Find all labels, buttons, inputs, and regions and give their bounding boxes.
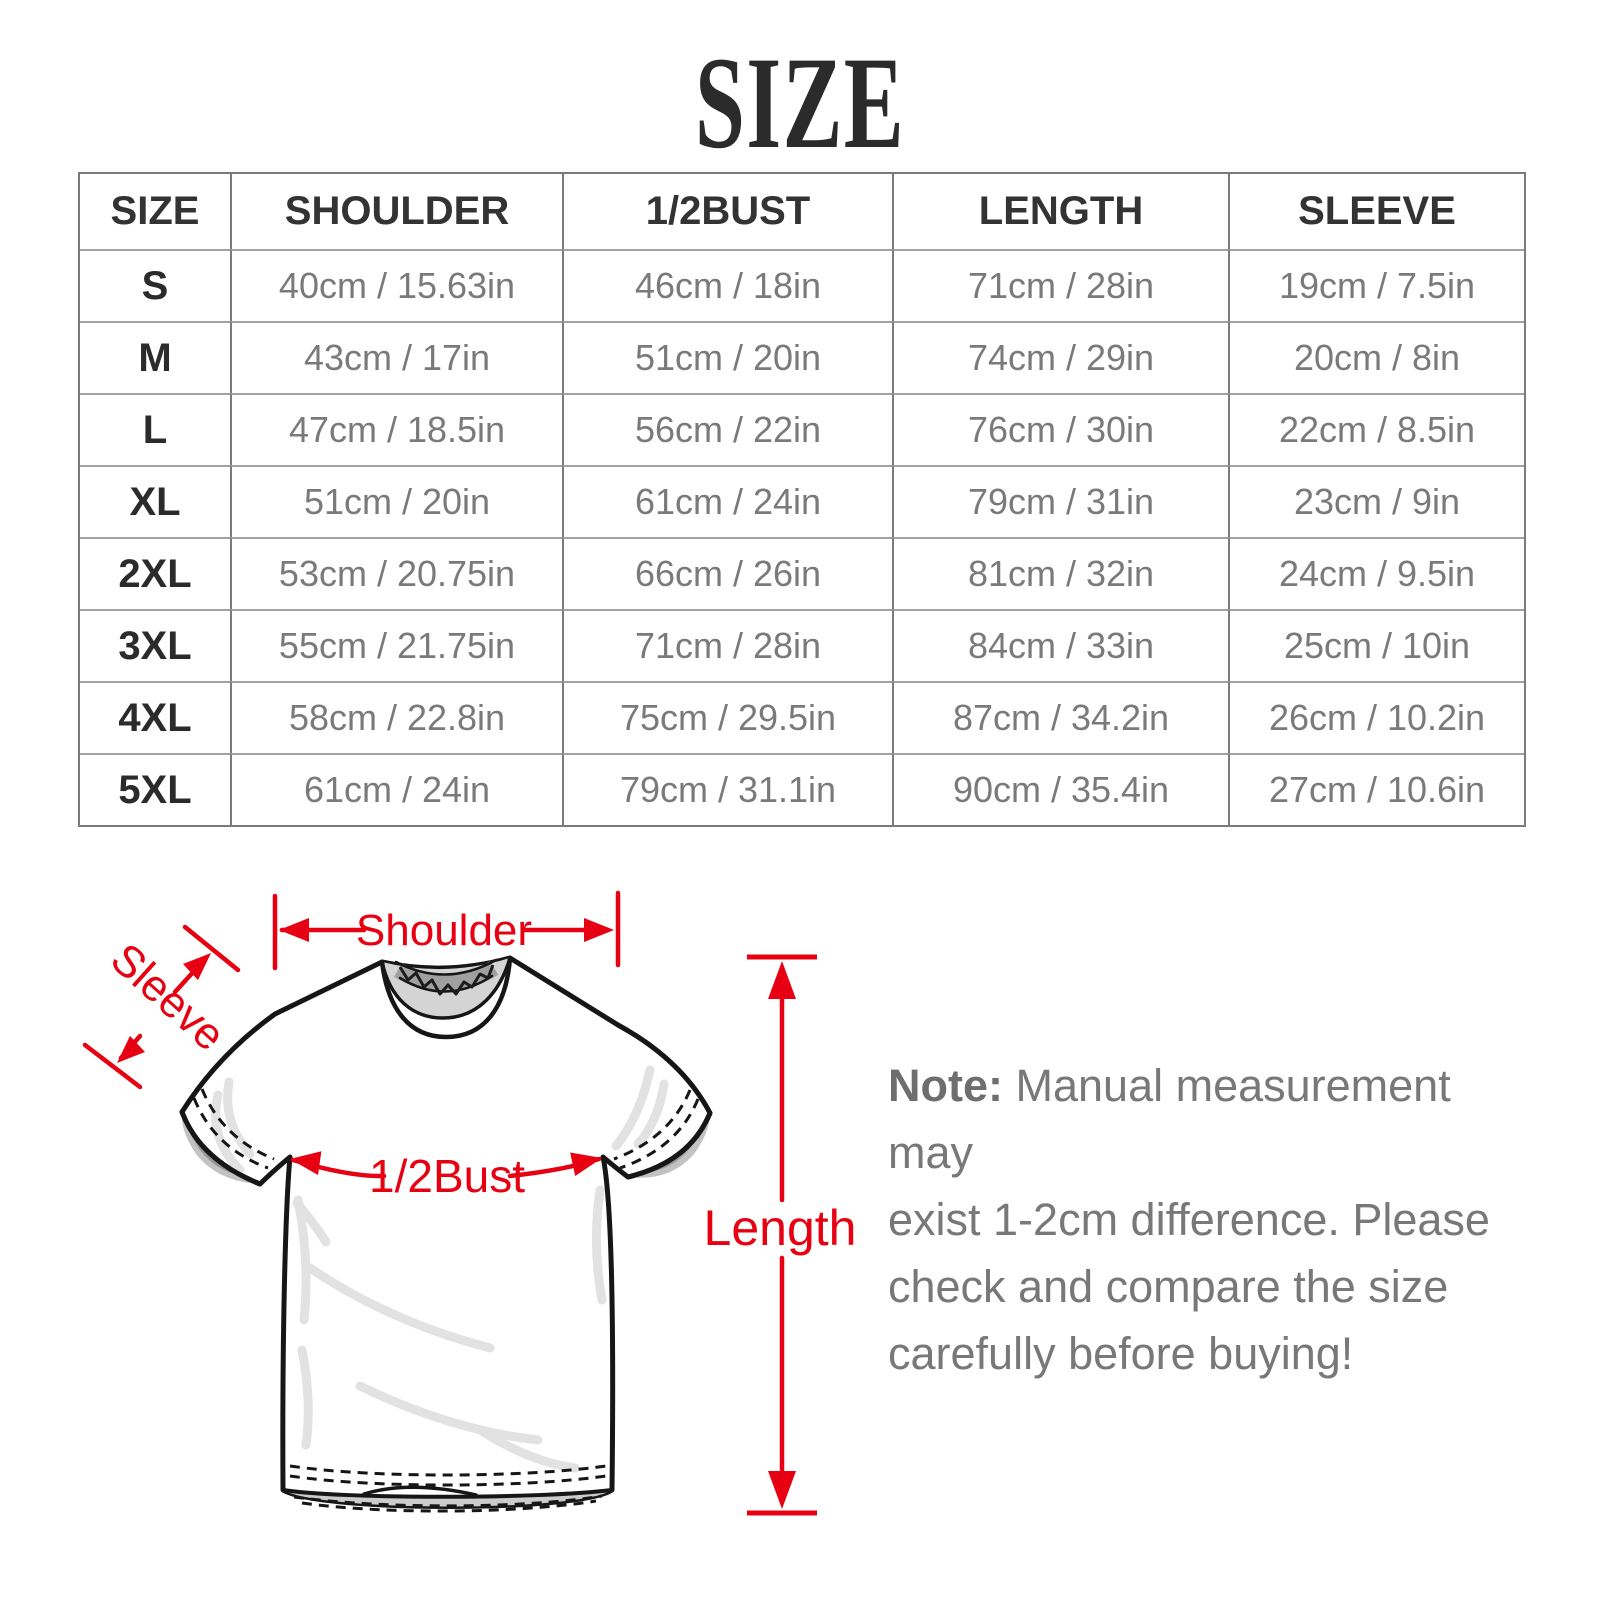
col-header-halfbust: 1/2BUST (562, 174, 892, 249)
length-measure: Length (704, 954, 857, 1516)
row-2xl-length: 81cm / 32in (892, 537, 1228, 609)
tshirt-measurement-diagram: Shoulder Sleeve 1/2Bust Length (82, 890, 857, 1516)
note-line-3: check and compare the size (888, 1261, 1449, 1312)
row-4xl-length: 87cm / 34.2in (892, 681, 1228, 753)
row-m-length: 74cm / 29in (892, 321, 1228, 393)
right-cuff (613, 1089, 713, 1180)
row-m-halfbust: 51cm / 20in (562, 321, 892, 393)
col-header-shoulder: SHOULDER (230, 174, 562, 249)
row-m-size: M (80, 321, 230, 393)
shoulder-label: Shoulder (356, 906, 532, 955)
row-l-sleeve: 22cm / 8.5in (1228, 393, 1524, 465)
row-5xl-length: 90cm / 35.4in (892, 753, 1228, 825)
note-line-2: exist 1-2cm difference. Please (888, 1194, 1490, 1245)
row-l-halfbust: 56cm / 22in (562, 393, 892, 465)
row-2xl-shoulder: 53cm / 20.75in (230, 537, 562, 609)
note-text: Note: Manual measurement may exist 1-2cm… (888, 1052, 1548, 1387)
row-m-shoulder: 43cm / 17in (230, 321, 562, 393)
row-xl-length: 79cm / 31in (892, 465, 1228, 537)
wrinkle-shading (211, 1065, 669, 1473)
row-s-size: S (80, 249, 230, 321)
row-xl-size: XL (80, 465, 230, 537)
row-3xl-size: 3XL (80, 609, 230, 681)
shoulder-measure: Shoulder (272, 890, 621, 971)
row-l-size: L (80, 393, 230, 465)
row-3xl-shoulder: 55cm / 21.75in (230, 609, 562, 681)
length-label: Length (704, 1200, 857, 1256)
row-s-sleeve: 19cm / 7.5in (1228, 249, 1524, 321)
col-header-sleeve: SLEEVE (1228, 174, 1524, 249)
row-s-length: 71cm / 28in (892, 249, 1228, 321)
note-line-4: carefully before buying! (888, 1328, 1354, 1379)
row-xl-halfbust: 61cm / 24in (562, 465, 892, 537)
row-4xl-halfbust: 75cm / 29.5in (562, 681, 892, 753)
left-cuff (179, 1088, 275, 1187)
note-line-1: Note: Manual measurement may (888, 1060, 1451, 1178)
row-5xl-halfbust: 79cm / 31.1in (562, 753, 892, 825)
row-5xl-shoulder: 61cm / 24in (230, 753, 562, 825)
collar (379, 955, 513, 1040)
row-m-sleeve: 20cm / 8in (1228, 321, 1524, 393)
row-3xl-length: 84cm / 33in (892, 609, 1228, 681)
col-header-size: SIZE (110, 189, 200, 233)
page-title: SIZE (694, 29, 906, 176)
row-xl-sleeve: 23cm / 9in (1228, 465, 1524, 537)
row-xl-shoulder: 51cm / 20in (230, 465, 562, 537)
row-5xl-sleeve: 27cm / 10.6in (1228, 753, 1524, 825)
size-table: SIZE SHOULDER 1/2BUST LENGTH SLEEVE S 40… (78, 172, 1526, 827)
row-4xl-shoulder: 58cm / 22.8in (230, 681, 562, 753)
row-s-halfbust: 46cm / 18in (562, 249, 892, 321)
row-l-shoulder: 47cm / 18.5in (230, 393, 562, 465)
row-3xl-halfbust: 71cm / 28in (562, 609, 892, 681)
half-bust-label: 1/2Bust (369, 1150, 525, 1202)
row-4xl-sleeve: 26cm / 10.2in (1228, 681, 1524, 753)
half-bust-measure: 1/2Bust (290, 1150, 602, 1202)
row-5xl-size: 5XL (80, 753, 230, 825)
row-l-length: 76cm / 30in (892, 393, 1228, 465)
row-s-shoulder: 40cm / 15.63in (230, 249, 562, 321)
row-2xl-size: 2XL (80, 537, 230, 609)
collar-zigzag-stitch (398, 964, 495, 996)
row-4xl-size: 4XL (80, 681, 230, 753)
row-2xl-halfbust: 66cm / 26in (562, 537, 892, 609)
note-label: Note: (888, 1060, 1003, 1111)
hem (281, 1464, 614, 1513)
sleeve-measure: Sleeve (82, 924, 241, 1090)
row-3xl-sleeve: 25cm / 10in (1228, 609, 1524, 681)
row-2xl-sleeve: 24cm / 9.5in (1228, 537, 1524, 609)
col-header-length: LENGTH (892, 174, 1228, 249)
